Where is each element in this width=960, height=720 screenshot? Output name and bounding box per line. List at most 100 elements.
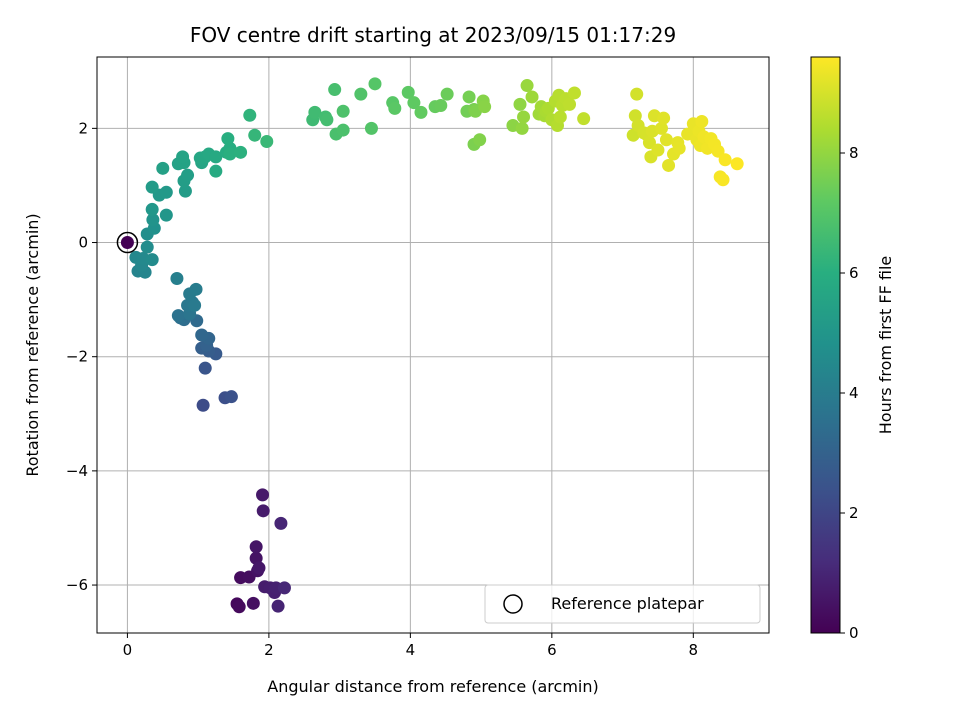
data-point (170, 271, 184, 285)
data-point (274, 516, 288, 530)
data-point (473, 133, 487, 147)
data-point (654, 121, 668, 135)
data-point (440, 87, 454, 101)
data-point (178, 184, 192, 198)
data-point (271, 599, 285, 613)
y-tick-label: 2 (78, 119, 88, 137)
data-point (730, 157, 744, 171)
data-point (224, 390, 238, 404)
data-point (223, 147, 237, 161)
data-point (716, 173, 730, 187)
data-point (657, 111, 671, 125)
data-point (662, 158, 676, 172)
y-tick-label: −4 (66, 462, 88, 480)
data-point (672, 141, 686, 155)
data-point (232, 600, 246, 614)
plot-frame (96, 56, 770, 634)
data-point (243, 108, 257, 122)
y-tick-label: −2 (66, 348, 88, 366)
legend: Reference platepar (484, 584, 761, 624)
data-point (414, 105, 428, 119)
data-point (462, 90, 476, 104)
data-point (145, 180, 159, 194)
data-point (630, 87, 644, 101)
colorbar-tick-label: 0 (849, 624, 859, 642)
colorbar-tick-label: 4 (849, 384, 859, 402)
data-point (577, 112, 591, 126)
data-point (188, 298, 202, 312)
data-point (145, 253, 159, 267)
data-point (718, 153, 732, 167)
reference-ring (116, 231, 139, 254)
data-point (209, 150, 223, 164)
data-point (478, 100, 492, 114)
data-point (517, 110, 531, 124)
data-point (156, 161, 170, 175)
x-tick-label: 4 (406, 641, 416, 659)
data-point (336, 123, 350, 137)
legend-label: Reference platepar (551, 594, 704, 613)
data-point (189, 282, 203, 296)
data-point (515, 121, 529, 135)
reference-marker (116, 231, 139, 254)
data-point (248, 128, 262, 142)
data-point (246, 596, 260, 610)
data-point (401, 85, 415, 99)
data-point (320, 113, 334, 127)
data-point (221, 132, 235, 146)
data-point (198, 361, 212, 375)
data-point (256, 488, 270, 502)
data-point (234, 145, 248, 159)
colorbar-ticks: 0 2 4 6 8 (840, 144, 859, 642)
data-point (651, 143, 665, 157)
data-point (181, 168, 195, 182)
data-point (695, 115, 709, 129)
data-point (563, 97, 577, 111)
data-point (328, 83, 342, 97)
data-point (252, 561, 266, 575)
data-point (434, 99, 448, 113)
data-point (176, 150, 190, 164)
colorbar-tick-label: 2 (849, 504, 859, 522)
y-tick-label: 0 (78, 234, 88, 252)
data-point (711, 144, 725, 158)
data-point (407, 96, 421, 110)
scatter-points (129, 77, 744, 614)
x-tick-label: 0 (123, 641, 133, 659)
colorbar-tick-label: 8 (849, 144, 859, 162)
data-point (195, 328, 209, 342)
data-point (260, 134, 274, 148)
legend-box (484, 584, 761, 624)
x-tick-label: 6 (547, 641, 557, 659)
data-point (659, 133, 673, 147)
data-point (520, 79, 534, 93)
data-point (196, 398, 210, 412)
data-point (209, 164, 223, 178)
x-tick-label: 2 (264, 641, 274, 659)
colorbar-gradient (810, 56, 841, 634)
data-point (513, 97, 527, 111)
chart-title: FOV centre drift starting at 2023/09/15 … (190, 23, 676, 47)
data-point (567, 86, 581, 100)
data-point (354, 87, 368, 101)
data-point (364, 121, 378, 135)
legend-marker (503, 594, 523, 614)
y-tick-label: −6 (66, 576, 88, 594)
y-axis-ticks: −6 −4 −2 0 2 (66, 119, 97, 594)
x-axis-ticks: 0 2 4 6 8 (123, 633, 698, 659)
data-point (626, 128, 640, 142)
data-point (336, 104, 350, 118)
data-point (642, 136, 656, 150)
colorbar-label: Hours from first FF file (876, 256, 895, 435)
data-point (256, 504, 270, 518)
data-point (146, 213, 160, 227)
data-point (277, 581, 291, 595)
colorbar-tick-label: 6 (849, 264, 859, 282)
data-point (388, 101, 402, 115)
data-point (140, 240, 154, 254)
y-axis-label: Rotation from reference (arcmin) (23, 213, 42, 476)
x-axis-label: Angular distance from reference (arcmin) (267, 677, 598, 696)
data-point (553, 110, 567, 124)
data-point (525, 90, 539, 104)
